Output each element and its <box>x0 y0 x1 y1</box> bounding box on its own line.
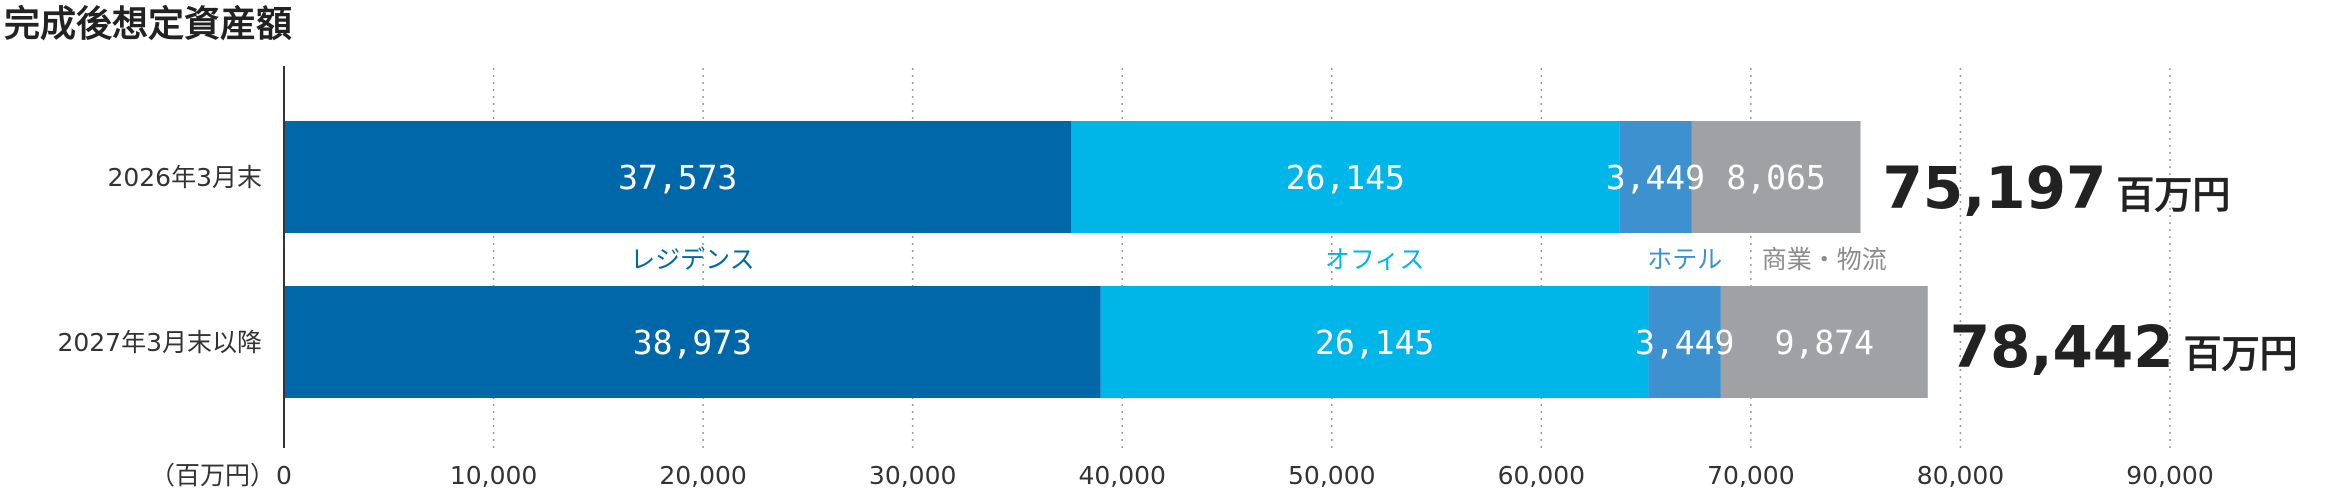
segment-value-label: 3,449 <box>1606 158 1705 197</box>
legend: レジデンス オフィス ホテル 商業・物流 <box>630 245 1887 274</box>
x-tick-label: 70,000 <box>1707 461 1794 488</box>
legend-entry: レジデンス <box>630 245 755 274</box>
legend-entry: オフィス <box>1325 245 1425 274</box>
x-tick-label: 30,000 <box>869 461 956 488</box>
segment-value-label: 3,449 <box>1635 323 1734 362</box>
x-axis-unit: （百万円） <box>150 461 275 488</box>
x-tick-label: 10,000 <box>450 461 537 488</box>
bar-segment <box>1720 286 1928 398</box>
x-axis-ticks: 0 10,000 20,000 30,000 40,000 50,000 60,000 70,… <box>276 461 2214 488</box>
x-tick-label: 0 <box>276 461 292 488</box>
segment-value-label: 9,874 <box>1775 323 1874 362</box>
total-value: 78,442 <box>1950 313 2174 381</box>
segment-value-label: 37,573 <box>618 158 737 197</box>
segment-value-label: 26,145 <box>1315 323 1434 362</box>
legend-entry: ホテル <box>1647 245 1722 274</box>
category-labels: 2026年3月末 2027年3月末以降 <box>57 163 262 357</box>
total-label: 75,197 百万円 <box>1883 154 2231 222</box>
bar-segment <box>284 121 1072 233</box>
segment-value-label: 38,973 <box>633 323 752 362</box>
bars <box>284 121 1928 398</box>
bar-segment <box>1691 121 1861 233</box>
x-tick-label: 60,000 <box>1498 461 1585 488</box>
segment-labels: 37,573 26,145 3,449 8,065 38,973 26,145 3,449 9… <box>618 158 1874 362</box>
total-unit: 百万円 <box>2116 173 2230 217</box>
chart-title: 完成後想定資産額 <box>4 4 292 45</box>
legend-entry: 商業・物流 <box>1762 245 1887 274</box>
category-label: 2026年3月末 <box>107 163 262 192</box>
total-value: 75,197 <box>1883 154 2107 222</box>
x-tick-label: 80,000 <box>1917 461 2004 488</box>
x-tick-label: 90,000 <box>2126 461 2213 488</box>
bar-segment <box>1619 121 1692 233</box>
total-unit: 百万円 <box>2184 332 2298 376</box>
bar-segment <box>1100 286 1649 398</box>
segment-value-label: 26,145 <box>1286 158 1405 197</box>
bar-segment <box>1648 286 1721 398</box>
total-label: 78,442 百万円 <box>1950 313 2298 381</box>
bar-segment <box>284 286 1101 398</box>
x-tick-label: 20,000 <box>659 461 746 488</box>
category-label: 2027年3月末以降 <box>57 328 262 357</box>
segment-value-label: 8,065 <box>1726 158 1825 197</box>
x-tick-label: 50,000 <box>1288 461 1375 488</box>
bar-segment <box>1071 121 1620 233</box>
x-tick-label: 40,000 <box>1078 461 1165 488</box>
